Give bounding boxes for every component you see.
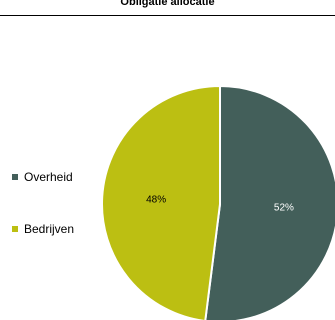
pie-slices: [101, 84, 335, 320]
data-label-bedrijven: 48%: [146, 195, 166, 206]
chart-title: Obligatie allocatie: [120, 0, 215, 8]
legend-label-bedrijven: Bedrijven: [24, 222, 75, 236]
pie-slice-bedrijven: [101, 84, 221, 320]
legend-swatch-bedrijven: [12, 226, 18, 232]
legend-swatch-overheid: [12, 174, 18, 180]
legend-label-overheid: Overheid: [24, 170, 73, 184]
legend-item-bedrijven: Bedrijven: [12, 222, 74, 236]
title-divider: [0, 15, 335, 16]
pie-labels: 52% 48%: [146, 195, 294, 214]
data-label-overheid: 52%: [274, 203, 294, 214]
legend-item-overheid: Overheid: [12, 170, 73, 184]
pie-slice-overheid: [204, 84, 335, 320]
